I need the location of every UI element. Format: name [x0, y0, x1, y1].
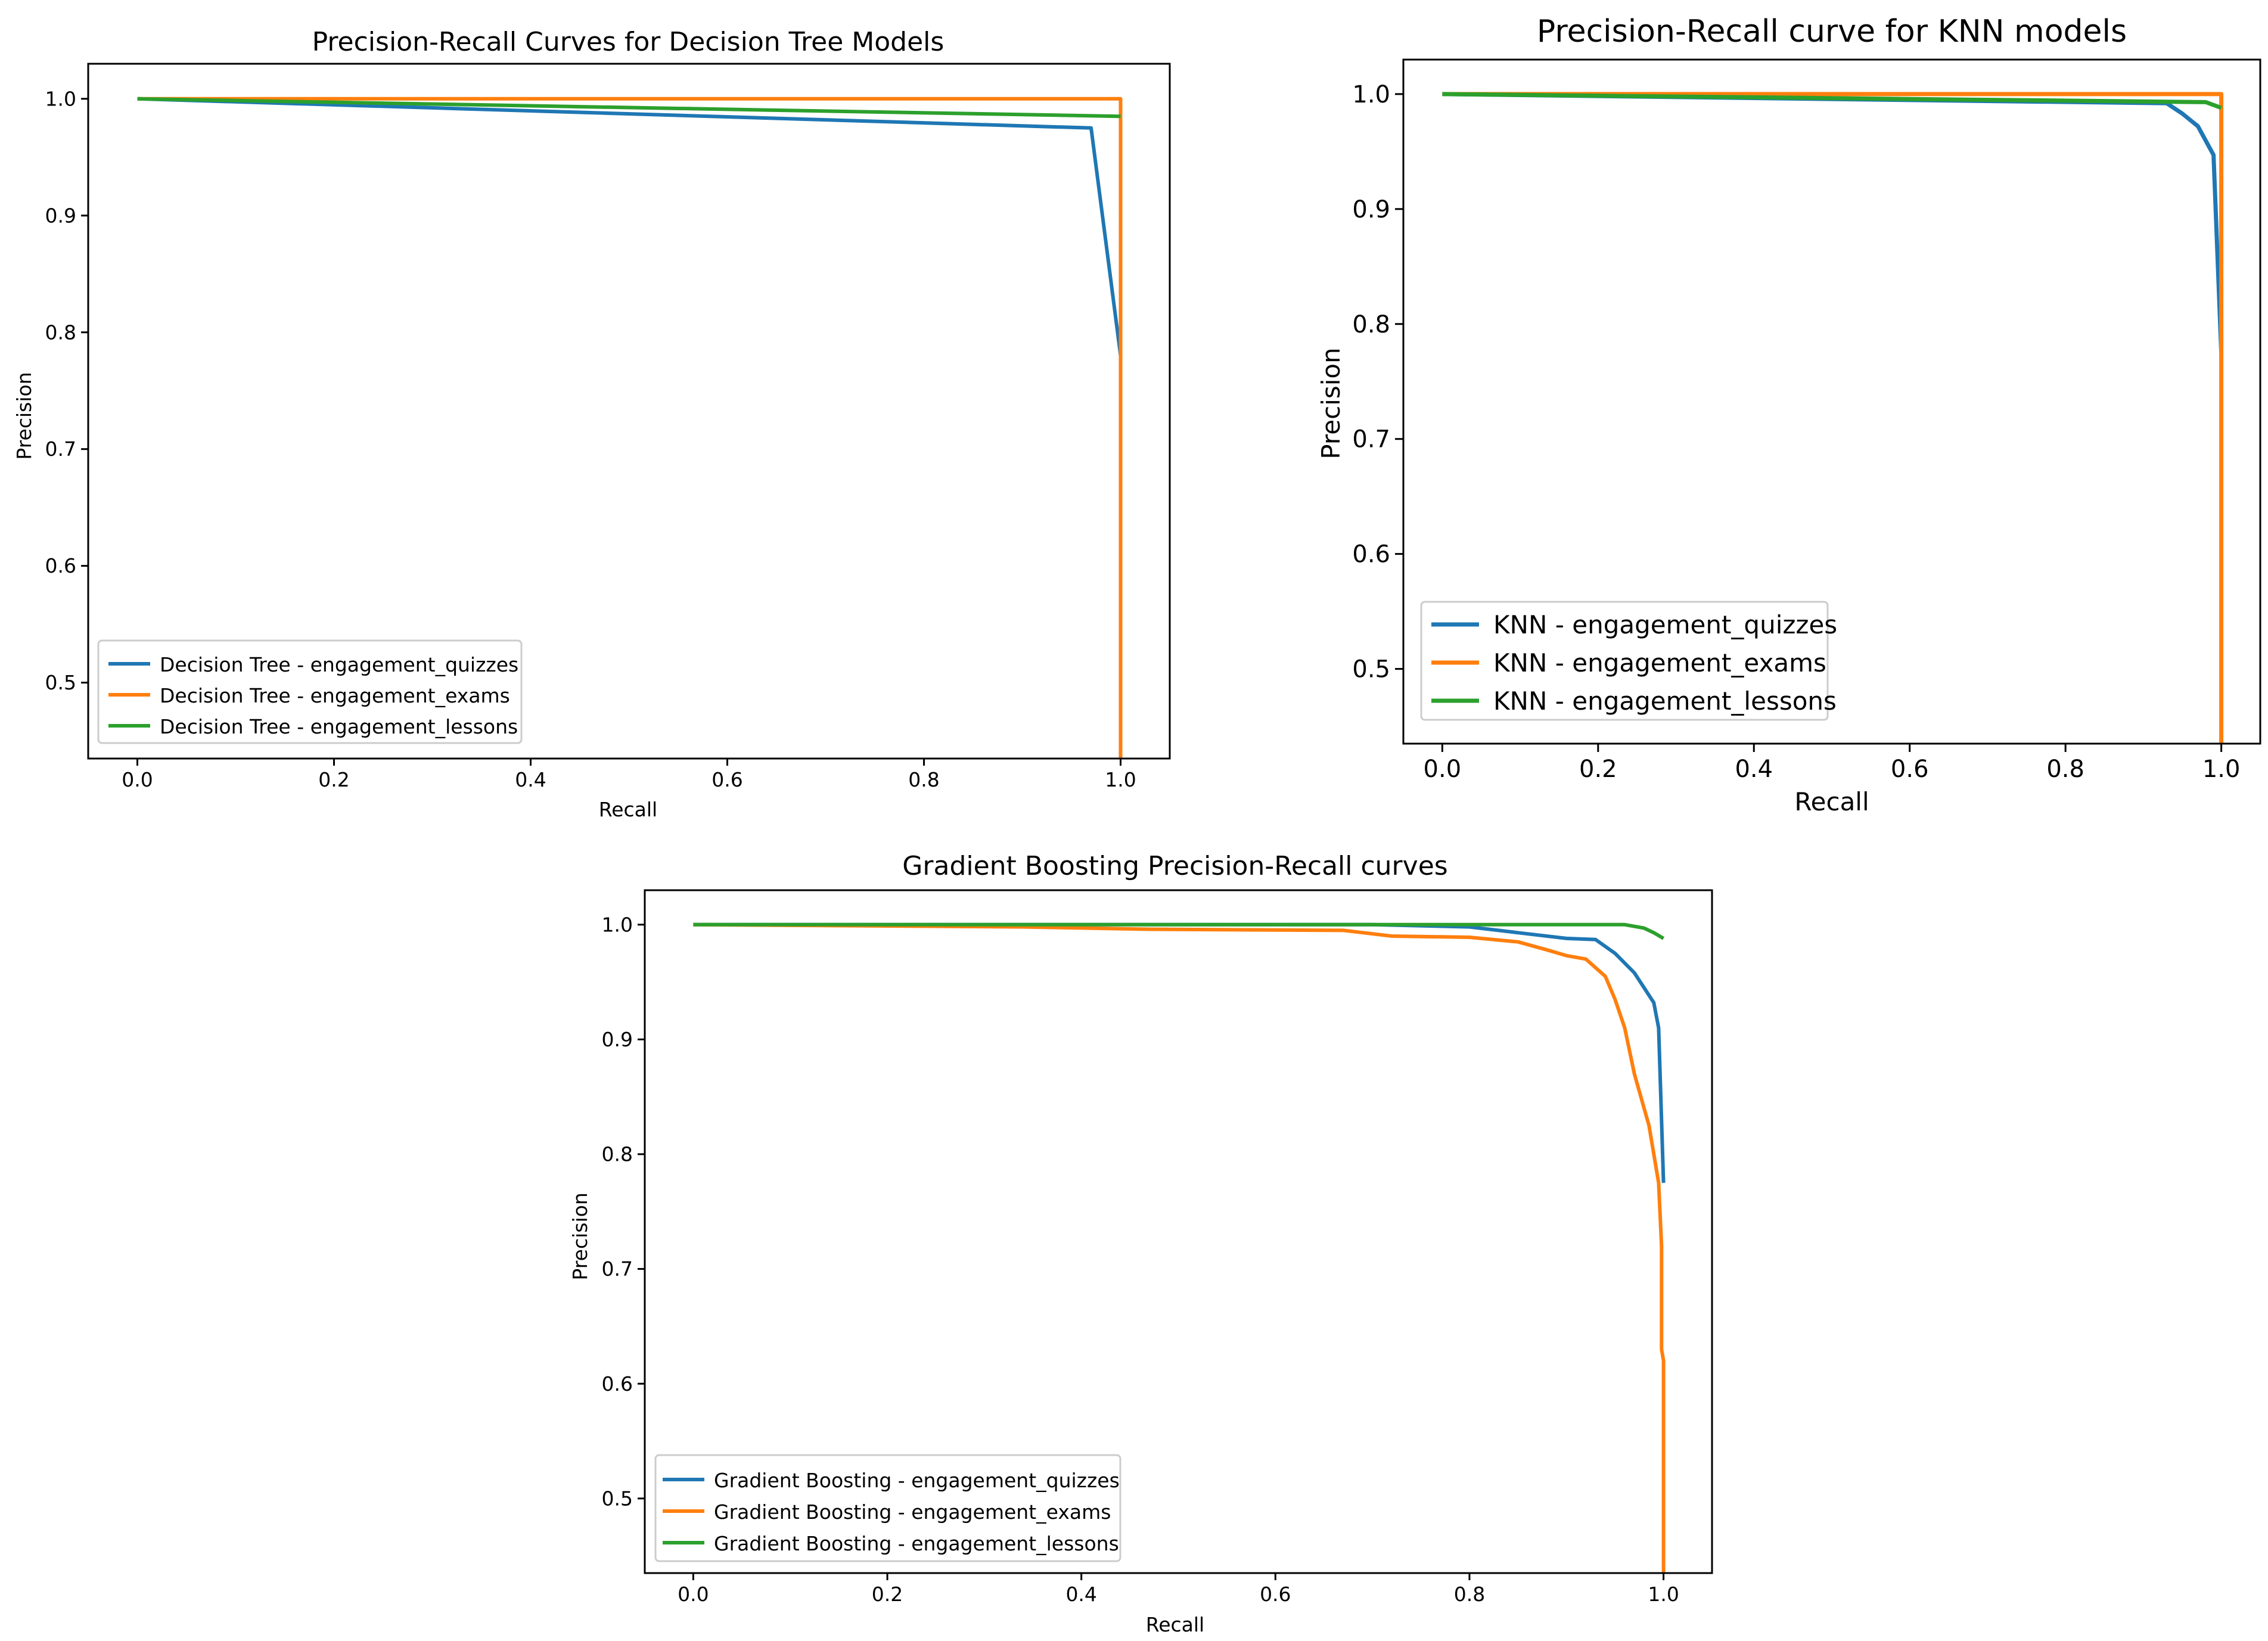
y-tick-label: 1.0	[45, 87, 76, 110]
y-tick-label: 0.7	[602, 1257, 633, 1281]
legend-label: KNN - engagement_lessons	[1493, 686, 1837, 716]
x-tick-label: 0.4	[1735, 756, 1773, 783]
legend-label: Gradient Boosting - engagement_lessons	[714, 1532, 1119, 1555]
y-tick-label: 0.8	[1352, 311, 1390, 338]
plot-area: 0.0 0.2 0.4 0.6 0.8 1.0 0.5 0.6 0.7 0.8 0.9 1.0	[602, 889, 1713, 1606]
series-line-1	[137, 97, 1123, 759]
series-line-1	[693, 922, 1666, 1573]
legend-label: KNN - engagement_exams	[1493, 648, 1826, 677]
x-tick-label: 0.4	[515, 768, 546, 791]
y-tick-label: 0.5	[1352, 656, 1390, 683]
y-tick-label: 0.5	[45, 671, 76, 694]
y-tick-label: 0.8	[602, 1143, 633, 1166]
legend-label: Gradient Boosting - engagement_quizzes	[714, 1469, 1120, 1492]
series-line-0	[693, 922, 1666, 1183]
x-tick-label: 0.2	[318, 768, 349, 791]
y-tick-label: 1.0	[602, 913, 633, 936]
y-axis-label: Precision	[568, 1192, 592, 1280]
y-tick-label: 0.6	[1352, 541, 1390, 568]
legend-label: Gradient Boosting - engagement_exams	[714, 1500, 1111, 1524]
y-tick-label: 0.9	[1352, 196, 1390, 223]
x-axis-label: Recall	[1146, 1613, 1204, 1636]
x-tick-label: 0.2	[872, 1583, 903, 1606]
legend-label: Decision Tree - engagement_lessons	[160, 715, 518, 738]
y-tick-label: 0.9	[602, 1028, 633, 1051]
x-axis-label: Recall	[1794, 787, 1869, 816]
x-tick-label: 1.0	[2202, 756, 2241, 783]
series-line-1	[1442, 92, 2224, 744]
series-line-2	[693, 922, 1665, 940]
legend: Gradient Boosting - engagement_quizzes G…	[654, 1454, 1121, 1562]
decision-tree-chart: Precision-Recall Curves for Decision Tre…	[13, 27, 1171, 821]
series-line-0	[137, 97, 1123, 356]
y-tick-label: 0.6	[602, 1372, 633, 1396]
y-tick-label: 0.7	[45, 437, 76, 461]
series-line-0	[1442, 92, 2224, 353]
chart-title: Precision-Recall curve for KNN models	[1537, 14, 2127, 49]
y-tick-label: 0.6	[45, 554, 76, 577]
x-tick-label: 0.8	[908, 768, 939, 791]
plot-area: 0.0 0.2 0.4 0.6 0.8 1.0 0.5 0.6 0.7 0.8 0.9 1.0	[45, 63, 1171, 791]
x-tick-label: 0.4	[1065, 1583, 1096, 1606]
x-tick-label: 0.6	[1260, 1583, 1291, 1606]
series-line-2	[137, 97, 1121, 119]
y-tick-label: 0.9	[45, 204, 76, 227]
y-tick-label: 0.7	[1352, 426, 1390, 453]
y-tick-label: 0.8	[45, 321, 76, 344]
axes-frame	[87, 63, 1171, 760]
x-tick-label: 1.0	[1648, 1583, 1679, 1606]
x-tick-label: 0.8	[1454, 1583, 1485, 1606]
chart-title: Precision-Recall Curves for Decision Tre…	[312, 27, 945, 57]
x-tick-label: 0.2	[1579, 756, 1617, 783]
axes-frame	[644, 889, 1713, 1574]
legend-label: Decision Tree - engagement_exams	[160, 684, 510, 707]
gradient-boosting-chart: Gradient Boosting Precision-Recall curve…	[568, 851, 1713, 1636]
x-tick-label: 0.6	[712, 768, 742, 791]
y-axis-label: Precision	[13, 372, 36, 459]
legend-label: Decision Tree - engagement_quizzes	[160, 653, 518, 676]
x-tick-label: 0.8	[2046, 756, 2084, 783]
x-tick-label: 0.0	[122, 768, 153, 791]
x-tick-label: 0.0	[678, 1583, 709, 1606]
y-tick-label: 1.0	[1352, 81, 1390, 108]
chart-title: Gradient Boosting Precision-Recall curve…	[902, 851, 1447, 881]
x-axis-label: Recall	[599, 798, 657, 821]
knn-chart: Precision-Recall curve for KNN models 0.…	[1316, 14, 2261, 816]
y-axis-label: Precision	[1316, 347, 1346, 459]
y-tick-label: 0.5	[602, 1487, 633, 1510]
axes-frame	[1402, 58, 2261, 745]
x-tick-label: 0.0	[1424, 756, 1462, 783]
plot-area: 0.0 0.2 0.4 0.6 0.8 1.0 0.5 0.6 0.7 0.8 0.9 1.0	[1352, 58, 2261, 783]
legend: Decision Tree - engagement_quizzes Decis…	[97, 639, 523, 744]
legend: KNN - engagement_quizzes KNN - engagemen…	[1420, 601, 1837, 721]
legend-label: KNN - engagement_quizzes	[1493, 610, 1837, 639]
x-tick-label: 0.6	[1891, 756, 1929, 783]
series-line-2	[1442, 92, 2222, 110]
x-tick-label: 1.0	[1105, 768, 1136, 791]
